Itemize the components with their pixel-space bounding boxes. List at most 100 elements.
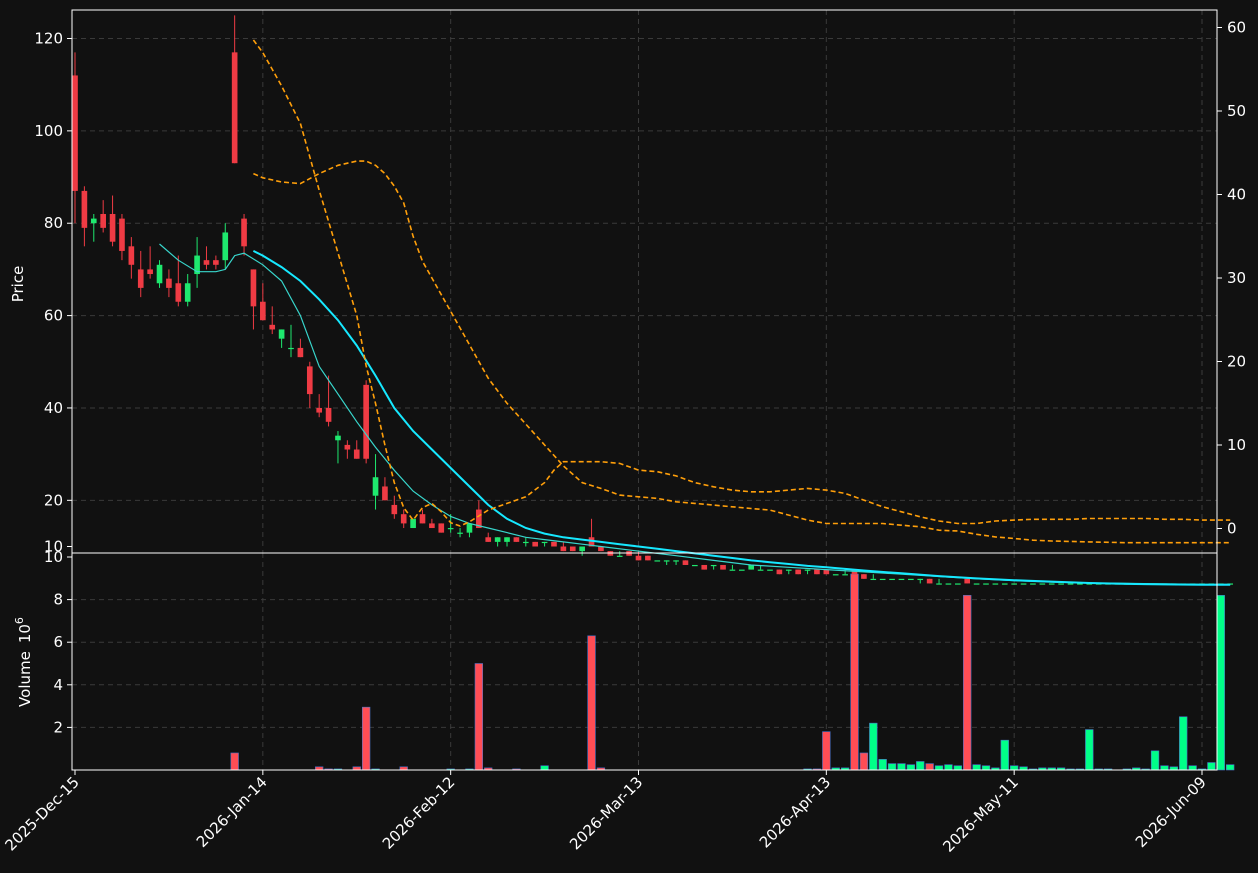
candle-body <box>692 564 698 567</box>
candle-body <box>673 560 679 562</box>
axis-labels: Price Volume 106 <box>9 266 34 707</box>
candle-body <box>710 564 717 567</box>
volume-bar <box>1000 739 1009 771</box>
candle-body <box>795 569 801 575</box>
volume-bar <box>1216 595 1225 771</box>
candle-body <box>109 213 116 242</box>
candle-body <box>400 514 407 524</box>
candle-body <box>973 583 980 585</box>
volume-axis-label-power: 6 <box>13 617 26 624</box>
volume-bar <box>1150 750 1160 771</box>
candle-body <box>278 329 285 339</box>
volume-bar <box>916 761 925 771</box>
candle-body <box>156 264 163 284</box>
candle-body <box>983 583 989 585</box>
volume-tick-label: 4 <box>53 676 63 694</box>
candle-body <box>645 555 651 561</box>
volume-bar <box>859 752 869 771</box>
candle-body <box>231 52 238 164</box>
volume-tick-label: 10 <box>44 548 63 566</box>
secondary-tick-label: 40 <box>1227 186 1246 204</box>
moving-average-slow-line <box>252 250 1231 586</box>
candle-body <box>391 504 398 515</box>
candle-body <box>964 578 971 584</box>
candle-body <box>785 569 792 571</box>
volume-axis-label-name: Volume <box>16 651 34 707</box>
candle-body <box>316 407 323 413</box>
candle-body <box>748 564 755 570</box>
candle-body <box>588 537 595 547</box>
candle-body <box>476 509 482 529</box>
candle-body <box>1058 583 1064 585</box>
band-upper-line <box>252 39 1231 527</box>
candle-body <box>532 541 539 547</box>
volume-bar <box>878 759 887 771</box>
candle-body <box>729 569 736 571</box>
price-tick-label: 60 <box>44 307 63 325</box>
volume-bar <box>230 752 239 771</box>
candle-body <box>203 260 210 265</box>
grid-lines <box>72 10 1217 770</box>
candle-body <box>250 269 257 307</box>
candle-body <box>560 546 567 552</box>
candle-body <box>90 218 97 224</box>
candle-body <box>119 218 125 251</box>
candle-body <box>870 578 877 581</box>
secondary-tick-label: 20 <box>1227 353 1246 371</box>
candle-body <box>823 569 830 575</box>
candle-body <box>889 578 895 581</box>
volume-bar <box>981 765 991 771</box>
candle-body <box>100 213 106 228</box>
candle-body <box>898 578 905 581</box>
volume-bar <box>869 722 878 771</box>
candle-body <box>1011 583 1017 585</box>
band-lower-line <box>253 160 1231 544</box>
volume-tick-label: 8 <box>53 591 63 609</box>
candle-body <box>457 532 463 534</box>
candle-body <box>1077 583 1083 585</box>
volume-bar <box>822 731 831 771</box>
candle-body <box>128 246 135 265</box>
volume-tick-label: 2 <box>53 718 63 736</box>
candle-body <box>504 537 510 542</box>
volume-axis-label: Volume 106 <box>13 617 34 707</box>
candle-body <box>945 583 952 585</box>
candle-body <box>635 555 642 561</box>
candle-body <box>541 541 548 544</box>
indicator-lines <box>159 39 1231 586</box>
candle-body <box>297 347 304 358</box>
candle-body <box>184 283 191 302</box>
candle-body <box>438 523 445 533</box>
candle-body <box>569 546 576 552</box>
candle-body <box>682 560 689 565</box>
volume-axis-label-exponent: 10 <box>16 624 34 643</box>
volume-bar <box>944 764 953 771</box>
price-axis-label: Price <box>9 266 27 303</box>
secondary-tick-label: 50 <box>1227 102 1246 120</box>
candle-body <box>372 477 379 496</box>
volume-bar <box>934 765 944 771</box>
candle-body <box>579 546 585 552</box>
candle-body <box>1067 583 1074 585</box>
volume-bar <box>906 764 916 771</box>
secondary-tick-label: 30 <box>1227 269 1246 287</box>
candle-body <box>288 347 294 350</box>
candle-body <box>861 574 867 579</box>
candle-body <box>222 232 229 261</box>
candle-body <box>194 255 200 275</box>
volume-bar <box>850 573 859 771</box>
candle-body <box>166 278 172 288</box>
candle-body <box>767 569 773 571</box>
candle-body <box>992 583 999 585</box>
candle-body <box>842 574 848 576</box>
volume-bars <box>230 573 1235 771</box>
volume-bar <box>925 763 934 771</box>
volume-bar <box>1160 765 1169 771</box>
volume-bar <box>1207 762 1216 771</box>
candle-body <box>926 578 933 584</box>
candle-body <box>363 384 369 459</box>
candle-body <box>1039 583 1046 585</box>
candle-body <box>1048 583 1055 585</box>
